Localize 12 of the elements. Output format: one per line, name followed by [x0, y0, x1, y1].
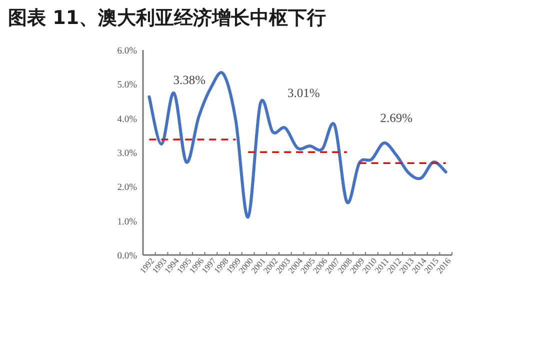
chart-title: 图表 11、澳大利亚经济增长中枢下行 [8, 7, 326, 29]
y-tick-label: 4.0% [117, 114, 138, 125]
y-tick-label: 0.0% [117, 252, 138, 262]
annotation: 3.38% [173, 72, 206, 87]
y-tick-label: 5.0% [117, 80, 138, 91]
line-series [148, 72, 448, 219]
annotation: 3.01% [288, 86, 320, 100]
y-tick-label: 3.0% [117, 149, 138, 159]
y-tick-label: 2.0% [117, 183, 138, 194]
annotation: 2.69% [380, 110, 413, 125]
y-tick-label: 6.0% [117, 46, 138, 56]
y-tick-label: 1.0% [117, 217, 138, 228]
